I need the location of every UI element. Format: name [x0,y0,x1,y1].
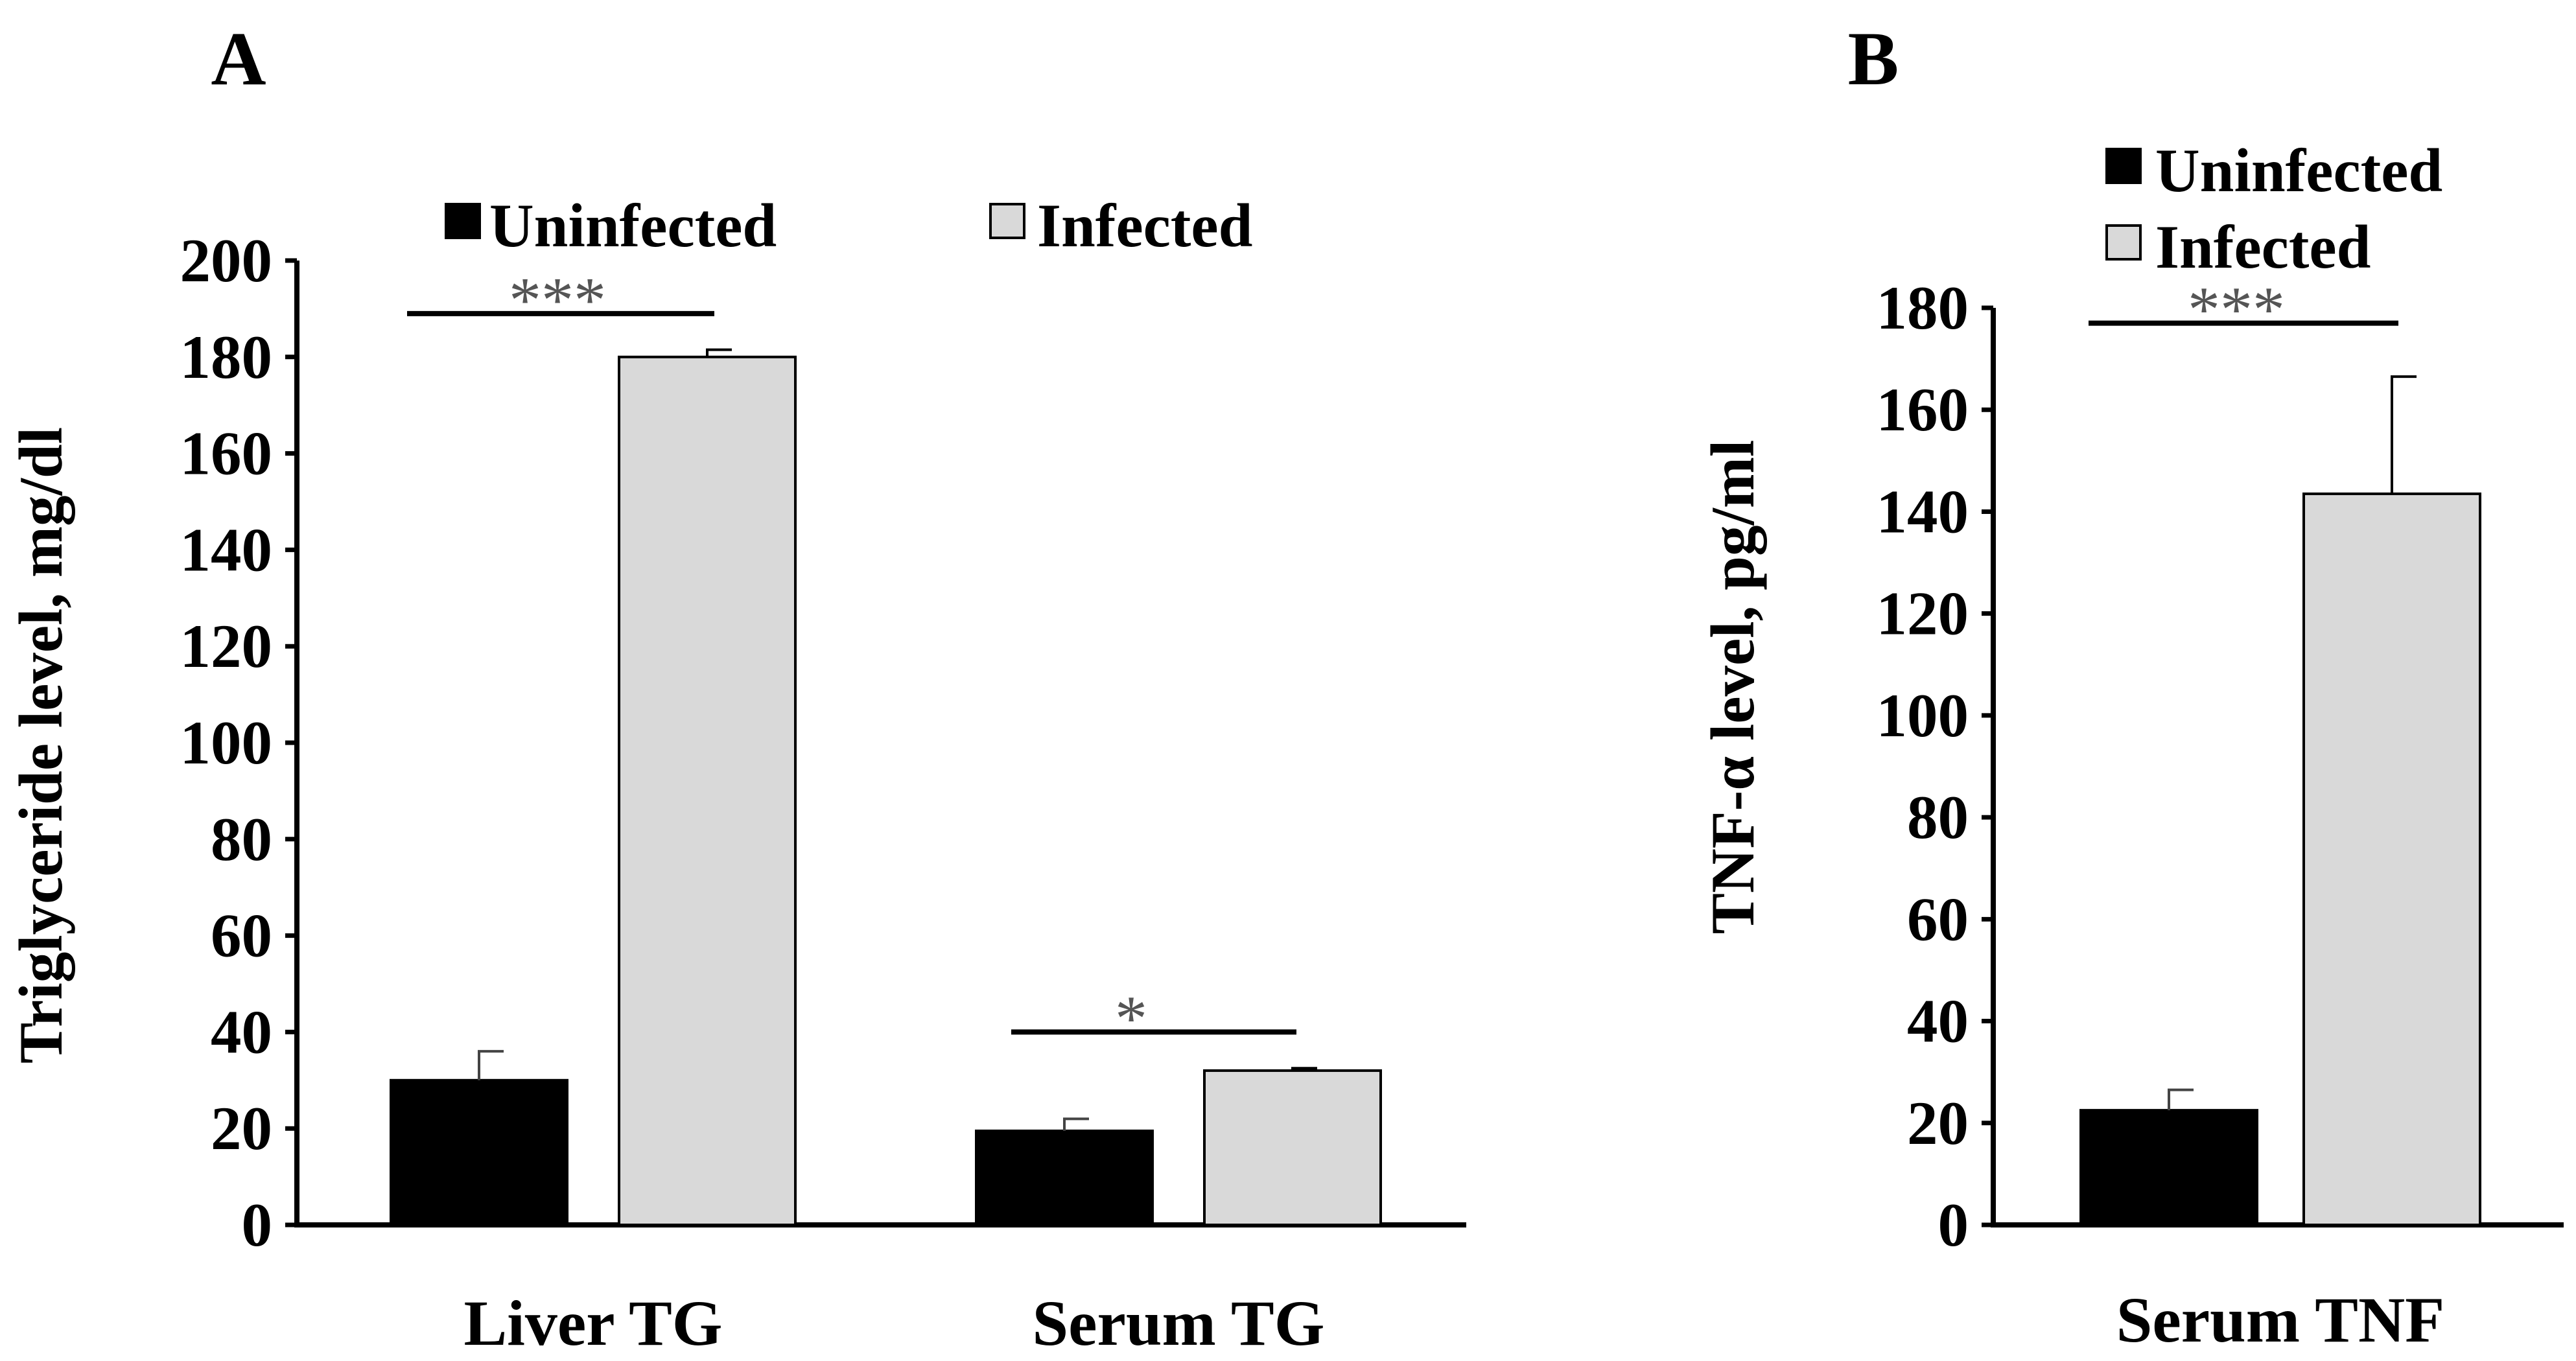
panel-b-category-label-0: Serum TNF [2116,1284,2445,1356]
panel-b-legend-label-uninfected: Uninfected [2155,136,2442,205]
panel-a-bar-infected-1 [1203,1069,1382,1227]
panel-a-y-tick-label: 20 [211,1094,272,1163]
panel-b-legend-label-infected: Infected [2155,213,2371,281]
panel-a-label: A [211,16,266,101]
panel-a-y-tick-label: 80 [211,805,272,874]
panel-b-label: B [1848,16,1899,101]
panel-a-significance-label-0: *** [509,264,606,336]
panel-b-y-tick-label: 60 [1907,885,1969,953]
panel-a-y-tick-label: 140 [180,515,273,584]
panel-a-y-tick-label: 0 [242,1191,273,1259]
panel-b-y-tick-label: 80 [1907,783,1969,852]
panel-b-bar-uninfected-0 [2079,1109,2258,1226]
panel-b-y-axis-label: TNF-α level, pg/ml [1698,440,1767,935]
panel-a-legend-label-uninfected: Uninfected [489,191,777,260]
panel-a-legend-swatch-infected [989,203,1025,239]
panel-a-category-label-0: Liver TG [463,1287,722,1359]
panel-a-y-tick-label: 160 [180,419,273,488]
panel-a-legend-label-infected: Infected [1037,191,1252,260]
panel-a-category-label-1: Serum TG [1033,1287,1325,1359]
panel-a-y-tick-label: 180 [180,323,273,391]
panel-b-y-tick-label: 0 [1938,1191,1969,1259]
panel-b-y-tick-label: 100 [1877,681,1969,750]
panel-a-y-tick-label: 200 [180,226,273,295]
panel-a-bar-uninfected-0 [390,1078,568,1227]
panel-a-y-axis-label: Triglyceride level, mg/dl [6,427,75,1064]
panel-a-bar-infected-0 [618,355,797,1226]
panel-b-y-tick-label: 180 [1877,273,1969,342]
panel-a-y-tick-label: 120 [180,612,273,680]
panel-b-legend-swatch-uninfected [2105,148,2142,184]
panel-a-legend-swatch-uninfected [445,203,481,239]
panel-b-y-tick-label: 160 [1877,375,1969,444]
panel-a-significance-label-1: * [1115,982,1147,1054]
panel-b-y-tick-label: 140 [1877,477,1969,546]
panel-a-y-tick-label: 40 [211,997,272,1066]
panel-b-bar-infected-0 [2302,492,2481,1226]
panel-a-y-tick-label: 60 [211,902,272,970]
panel-a-y-tick-label: 100 [180,708,273,777]
panel-a-bar-uninfected-1 [975,1129,1154,1227]
panel-b-y-tick-label: 40 [1907,987,1969,1056]
panel-b-y-tick-label: 20 [1907,1089,1969,1157]
panel-b-significance-label-0: *** [2188,273,2285,345]
panel-b-y-tick-label: 120 [1877,579,1969,648]
panel-b-legend-swatch-infected [2105,224,2142,261]
